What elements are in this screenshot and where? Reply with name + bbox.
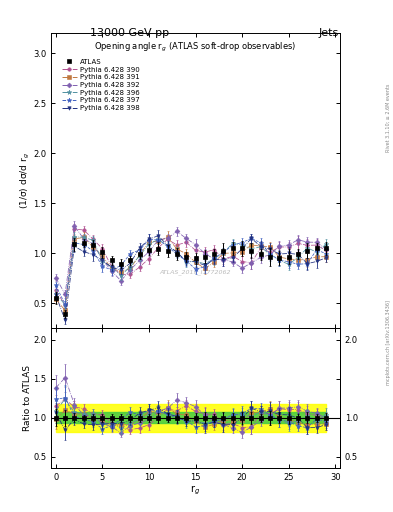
Y-axis label: (1/σ) dσ/d r$_g$: (1/σ) dσ/d r$_g$ [18,152,31,209]
X-axis label: r$_g$: r$_g$ [191,484,200,497]
Y-axis label: Ratio to ATLAS: Ratio to ATLAS [23,365,32,431]
Text: Opening angle r$_g$ (ATLAS soft-drop observables): Opening angle r$_g$ (ATLAS soft-drop obs… [94,40,297,54]
Legend: ATLAS, Pythia 6.428 390, Pythia 6.428 391, Pythia 6.428 392, Pythia 6.428 396, P: ATLAS, Pythia 6.428 390, Pythia 6.428 39… [61,57,141,113]
Text: ATLAS_2019_I1772062: ATLAS_2019_I1772062 [160,269,231,275]
Text: 13000 GeV pp: 13000 GeV pp [90,28,169,38]
Text: mcplots.cern.ch [arXiv:1306.3436]: mcplots.cern.ch [arXiv:1306.3436] [386,301,391,386]
Text: Rivet 3.1.10; ≥ 2.6M events: Rivet 3.1.10; ≥ 2.6M events [386,83,391,152]
Text: Jets: Jets [318,28,339,38]
